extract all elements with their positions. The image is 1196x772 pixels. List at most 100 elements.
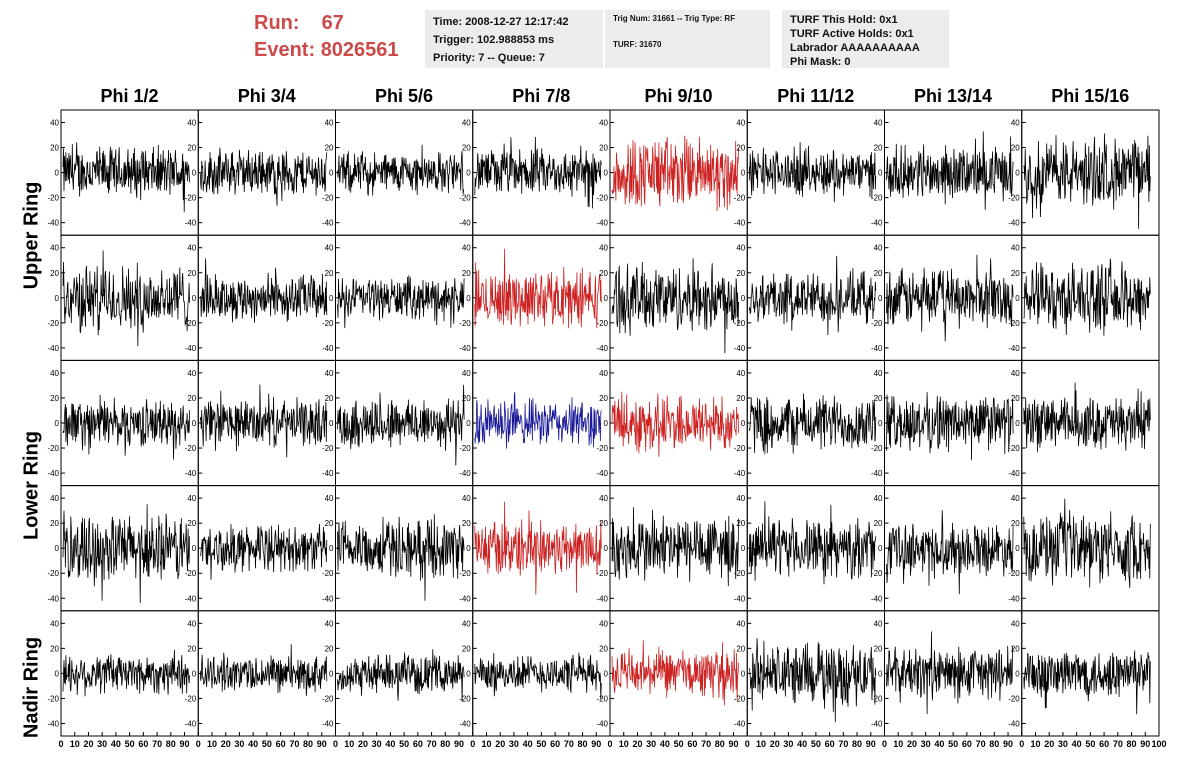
y-tick-label: -40 [185,219,197,228]
y-tick-label: -40 [47,219,59,228]
x-tick-label: 60 [825,739,835,749]
y-tick-label: 40 [599,619,608,628]
y-tick-label: 40 [187,119,196,128]
waveform-trace [748,638,877,723]
y-tick-label: 0 [1015,169,1020,178]
waveform-trace [611,258,739,354]
phi-column-label: Phi 9/10 [644,86,713,106]
x-tick-label: 10 [893,739,903,749]
y-tick-label: -20 [734,569,746,578]
turf-text: TURF: 31670 [613,40,662,49]
y-tick-label: 0 [55,544,60,553]
y-tick-label: 40 [325,494,334,503]
y-tick-label: -40 [1008,594,1020,603]
y-tick-label: -40 [871,344,883,353]
y-tick-label: -20 [322,444,334,453]
y-tick-label: -40 [734,219,746,228]
x-tick-label: 20 [495,739,505,749]
y-tick-label: 40 [1011,244,1020,253]
x-tick-label: 0 [196,739,201,749]
y-tick-label: 40 [462,619,471,628]
waveform-trace [337,514,465,601]
y-tick-label: 0 [466,169,471,178]
x-tick-label: 60 [1099,739,1109,749]
y-tick-label: 20 [187,519,196,528]
y-tick-label: 40 [1011,494,1020,503]
x-tick-label: 90 [180,739,190,749]
y-tick-label: 40 [874,369,883,378]
y-tick-label: 20 [50,144,59,153]
y-tick-label: 20 [736,394,745,403]
x-tick-label: 80 [166,739,176,749]
y-tick-label: -40 [47,719,59,728]
x-tick-label: 50 [948,739,958,749]
waveform-trace [474,136,602,209]
y-tick-label: 0 [55,294,60,303]
turf-active-holds-text: TURF Active Holds: 0x1 [790,28,914,40]
y-tick-label: -40 [322,594,334,603]
x-tick-label: 80 [440,739,450,749]
y-tick-label: 40 [874,494,883,503]
waveform-trace [1023,258,1151,336]
waveform-trace [1023,498,1151,588]
y-tick-label: 40 [325,119,334,128]
x-tick-label: 70 [976,739,986,749]
waveform-trace [62,142,190,213]
x-tick-label: 70 [1113,739,1123,749]
y-tick-label: 40 [736,494,745,503]
y-tick-label: 40 [1011,619,1020,628]
x-tick-label: 40 [248,739,258,749]
x-tick-label: 80 [578,739,588,749]
x-tick-label: 50 [262,739,272,749]
y-tick-label: 20 [325,519,334,528]
y-tick-label: 20 [1011,394,1020,403]
waveform-trace [611,640,739,706]
waveform-trace [748,255,877,336]
waveform-trace [886,392,1014,461]
y-tick-label: 0 [192,669,197,678]
y-tick-label: 20 [1011,644,1020,653]
y-tick-label: -20 [47,694,59,703]
x-tick-label: 90 [591,739,601,749]
y-tick-label: 40 [462,369,471,378]
x-tick-label: 90 [1003,739,1013,749]
x-tick-label: 0 [1019,739,1024,749]
x-tick-label: 70 [152,739,162,749]
turf-this-hold-text: TURF This Hold: 0x1 [790,14,898,26]
x-tick-label: 80 [1127,739,1137,749]
x-tick-label: 70 [289,739,299,749]
y-tick-label: 0 [1015,294,1020,303]
y-tick-label: 20 [1011,144,1020,153]
y-tick-label: -20 [322,694,334,703]
x-tick-label: 10 [70,739,80,749]
y-tick-label: -40 [322,219,334,228]
y-tick-label: -20 [322,569,334,578]
y-tick-label: -40 [734,469,746,478]
y-tick-label: 40 [325,369,334,378]
y-tick-label: -20 [596,694,608,703]
y-tick-label: -40 [322,344,334,353]
waveform-trace [62,649,190,697]
y-tick-label: 20 [599,644,608,653]
y-tick-label: 0 [55,169,60,178]
waveform-trace [886,631,1014,715]
y-tick-label: 40 [874,619,883,628]
y-tick-label: 20 [325,144,334,153]
y-tick-label: -20 [459,194,471,203]
x-tick-label: 30 [1058,739,1068,749]
y-tick-label: -20 [734,194,746,203]
y-tick-label: -40 [871,219,883,228]
y-tick-label: -20 [871,444,883,453]
y-tick-label: -40 [596,469,608,478]
event-line: Event: 8026561 [254,37,399,64]
x-tick-label: 90 [866,739,876,749]
waveform-trace [474,652,602,700]
y-tick-label: -20 [734,319,746,328]
y-tick-label: -20 [871,694,883,703]
y-tick-label: -40 [734,719,746,728]
y-tick-label: 0 [604,669,609,678]
y-tick-label: -20 [734,444,746,453]
y-tick-label: -20 [322,194,334,203]
waveform-trace [337,649,465,702]
waveform-trace [1023,133,1151,229]
